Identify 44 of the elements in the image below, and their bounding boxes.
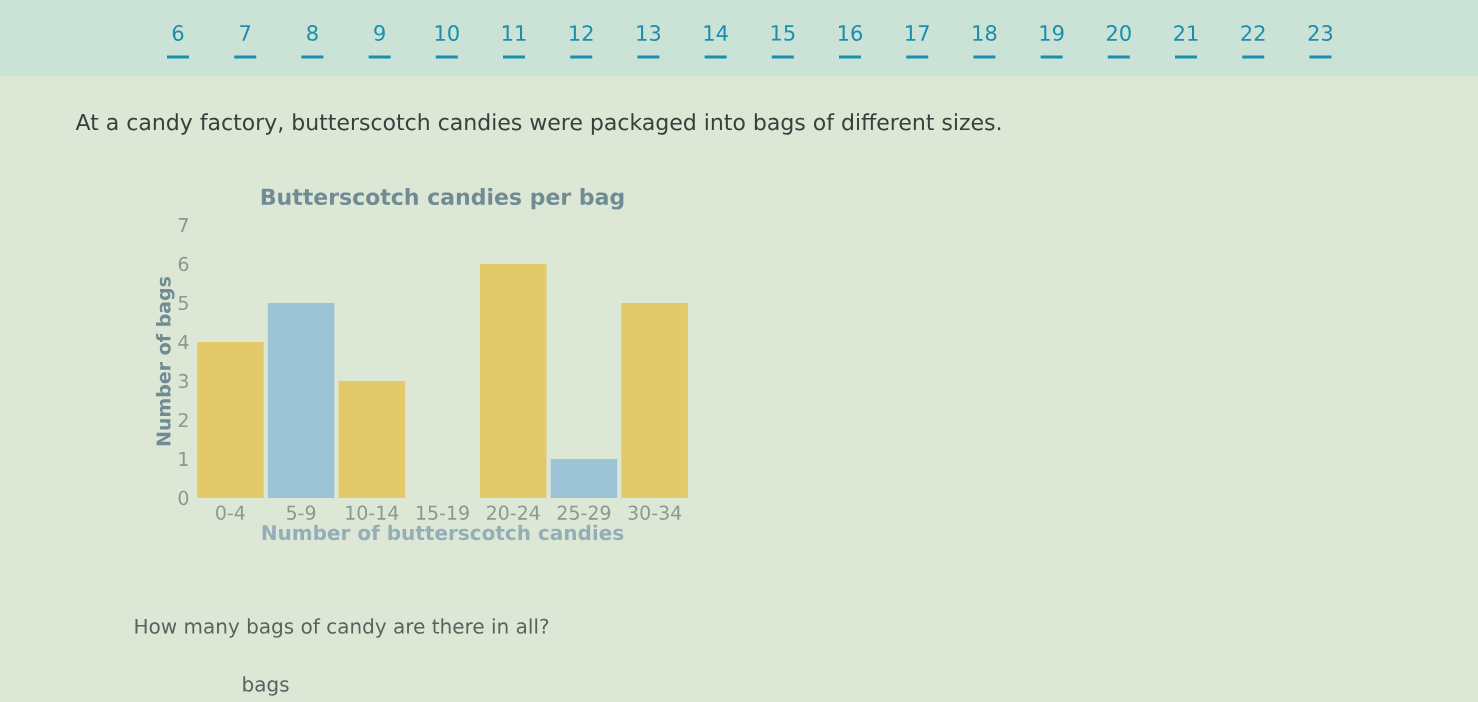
x-tick-label: 5-9	[287, 505, 316, 520]
text: 23	[1308, 25, 1333, 41]
x-tick-label: 30-34	[628, 505, 682, 520]
x-tick-label: 10-14	[346, 505, 399, 520]
bar	[621, 303, 688, 499]
y-axis-title: Number of bags	[156, 276, 175, 446]
text: 20	[1106, 25, 1131, 41]
text: 10	[435, 25, 459, 41]
text: 8	[307, 25, 318, 41]
x-tick-label: 25-29	[557, 505, 611, 520]
text: 15	[771, 25, 795, 41]
y-tick-label: 4	[178, 335, 189, 349]
y-tick-label: 0	[178, 490, 189, 506]
text: At a candy factory, butterscotch candies were packaged into bags of different sizes.	[75, 113, 1001, 135]
text: 12	[570, 25, 593, 41]
text: 22	[1241, 25, 1265, 41]
y-tick-label: 2	[178, 412, 188, 428]
text: 13	[637, 25, 661, 41]
text: 17	[906, 25, 929, 41]
bar	[479, 264, 547, 499]
y-tick-label: 1	[179, 452, 188, 466]
bar	[550, 459, 618, 499]
text: 7	[240, 25, 251, 41]
text: 21	[1174, 25, 1198, 41]
text: 16	[838, 25, 863, 41]
text: 9	[374, 25, 385, 41]
bar	[267, 303, 335, 499]
chart-title: Butterscotch candies per bag	[261, 188, 624, 210]
bar	[338, 381, 406, 499]
x-tick-label: 0-4	[216, 505, 245, 520]
text: 14	[704, 25, 728, 41]
text: 18	[973, 25, 997, 41]
x-tick-label: 15-19	[416, 505, 469, 520]
x-axis-title: Number of butterscotch candies	[262, 524, 624, 541]
y-tick-label: 3	[178, 373, 188, 389]
y-tick-label: 5	[178, 295, 188, 311]
bar	[197, 342, 264, 499]
x-tick-label: 20-24	[487, 505, 540, 520]
text: bags	[243, 676, 289, 696]
text: 19	[1040, 25, 1064, 41]
text: How many bags of candy are there in all?	[135, 618, 549, 638]
y-tick-label: 7	[178, 218, 188, 232]
y-tick-label: 6	[178, 256, 189, 272]
text: 11	[502, 25, 526, 41]
